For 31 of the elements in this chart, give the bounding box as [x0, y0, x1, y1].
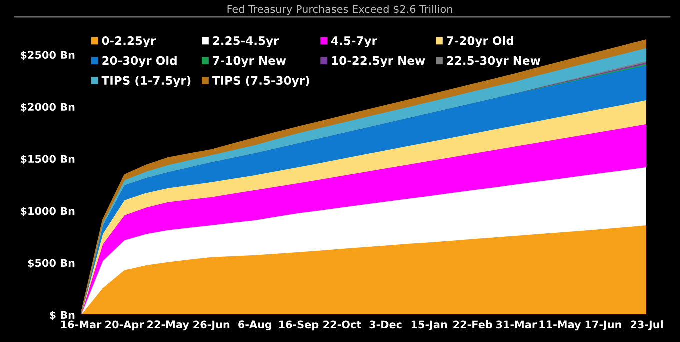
legend-label: 2.25-4.5yr	[213, 36, 280, 48]
x-tick-label: 23-Jul	[630, 320, 663, 331]
y-tick-label: $2000 Bn	[21, 103, 75, 112]
x-tick-label: 3-Dec	[370, 320, 402, 329]
x-tick-label: 22-Oct	[324, 320, 362, 329]
x-tick-label: 16-Mar	[62, 320, 102, 329]
x-tick-label: 11-May	[540, 320, 582, 331]
x-tick-label: 31-Mar	[496, 320, 538, 329]
legend-label: 0-2.25yr	[102, 36, 156, 48]
x-tick-label: 22-May	[148, 320, 190, 331]
x-tick-label: 20-Apr	[106, 320, 144, 331]
legend-label: TIPS (7.5-30yr)	[212, 76, 310, 88]
x-tick-label: 17-Jun	[586, 320, 622, 331]
y-tick-label: $500 Bn	[28, 259, 75, 268]
y-tick-label: $2500 Bn	[21, 51, 75, 60]
x-tick-label: 26-Jun	[194, 320, 230, 331]
x-tick-label: 22-Feb	[454, 320, 492, 329]
y-tick-label: $1500 Bn	[21, 155, 75, 164]
legend-label: 4.5-7yr	[332, 36, 378, 48]
x-tick-label: 6-Aug	[238, 320, 272, 331]
y-tick-label: $1000 Bn	[21, 207, 75, 216]
y-tick-label: $ Bn	[50, 311, 75, 320]
chart-title: Fed Treasury Purchases Exceed $2.6 Trillion	[228, 5, 452, 16]
legend-label: 20-30yr Old	[102, 56, 177, 68]
x-tick-label: 15-Jan	[412, 320, 448, 331]
legend-label: 22.5-30yr New	[447, 56, 541, 68]
legend-label: 7-20yr Old	[447, 36, 514, 48]
x-tick-label: 16-Sep	[279, 320, 319, 331]
legend-label: 7-10yr New	[213, 56, 286, 68]
legend-label: TIPS (1-7.5yr)	[102, 76, 191, 88]
legend-label: 10-22.5yr New	[332, 56, 426, 68]
